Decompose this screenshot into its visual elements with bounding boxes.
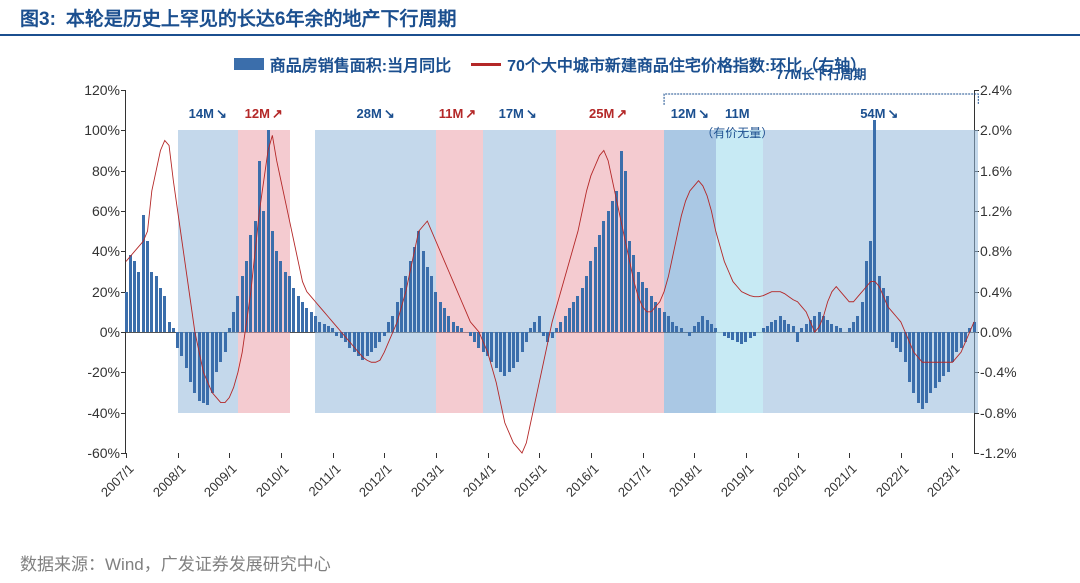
plot-area: -60%-40%-20%0%20%40%60%80%100%120%-1.2%-…	[125, 90, 975, 453]
y-right-tick-label: 2.0%	[980, 122, 1026, 138]
x-tick-label: 2016/1	[563, 461, 602, 500]
legend: 商品房销售面积:当月同比 70个大中城市新建商品住宅价格指数:环比（右轴）	[70, 50, 1030, 78]
y-left-tick-label: 100%	[74, 122, 120, 138]
chart-wrap: 商品房销售面积:当月同比 70个大中城市新建商品住宅价格指数:环比（右轴） -6…	[70, 50, 1030, 513]
y-right-tick-label: 1.2%	[980, 203, 1026, 219]
y-left-tick-label: -60%	[74, 445, 120, 461]
y-left-tick-label: -20%	[74, 364, 120, 380]
x-tick-label: 2023/1	[924, 461, 963, 500]
x-tick-label: 2022/1	[873, 461, 912, 500]
y-left-tick-label: 20%	[74, 284, 120, 300]
y-right-tick-label: 0.8%	[980, 243, 1026, 259]
x-tick-label: 2017/1	[614, 461, 653, 500]
title-bar: 图3: 本轮是历史上罕见的长达6年余的地产下行周期	[0, 0, 1080, 36]
y-left-tick-label: 60%	[74, 203, 120, 219]
x-tick-label: 2013/1	[408, 461, 447, 500]
y-right-tick-label: 0.4%	[980, 284, 1026, 300]
x-tick-label: 2009/1	[201, 461, 240, 500]
x-tick-label: 2015/1	[511, 461, 550, 500]
y-right-tick-label: 0.0%	[980, 324, 1026, 340]
x-tick-label: 2012/1	[356, 461, 395, 500]
y-left-tick-label: -40%	[74, 405, 120, 421]
x-tick-label: 2021/1	[821, 461, 860, 500]
y-right-tick-label: -0.4%	[980, 364, 1026, 380]
legend-bar: 商品房销售面积:当月同比	[234, 52, 451, 76]
y-left-tick-label: 120%	[74, 82, 120, 98]
x-tick-label: 2019/1	[718, 461, 757, 500]
y-left-tick-label: 0%	[74, 324, 120, 340]
top-cycle-annotation: 77M长下行周期	[776, 64, 866, 83]
x-tick-label: 2007/1	[98, 461, 137, 500]
legend-bar-label: 商品房销售面积:当月同比	[270, 52, 451, 76]
x-tick-label: 2011/1	[305, 461, 343, 499]
figure-title: 本轮是历史上罕见的长达6年余的地产下行周期	[66, 4, 457, 31]
figure-container: 图3: 本轮是历史上罕见的长达6年余的地产下行周期 商品房销售面积:当月同比 7…	[0, 0, 1080, 583]
x-tick-label: 2008/1	[150, 461, 189, 500]
y-right-tick-label: -1.2%	[980, 445, 1026, 461]
x-tick-label: 2014/1	[459, 461, 498, 500]
x-tick-label: 2020/1	[769, 461, 808, 500]
bar-swatch	[234, 58, 264, 70]
x-tick-label: 2018/1	[666, 461, 705, 500]
y-right-tick-label: 1.6%	[980, 163, 1026, 179]
y-right-tick-label: 2.4%	[980, 82, 1026, 98]
x-tick-label: 2010/1	[253, 461, 292, 500]
line-swatch	[471, 63, 501, 66]
y-right-tick-label: -0.8%	[980, 405, 1026, 421]
y-left-tick-label: 40%	[74, 243, 120, 259]
sub-annotation: （有价无量）	[701, 124, 773, 141]
figure-label: 图3:	[20, 4, 56, 31]
data-source: 数据来源：Wind，广发证券发展研究中心	[20, 550, 331, 575]
y-left-tick-label: 80%	[74, 163, 120, 179]
